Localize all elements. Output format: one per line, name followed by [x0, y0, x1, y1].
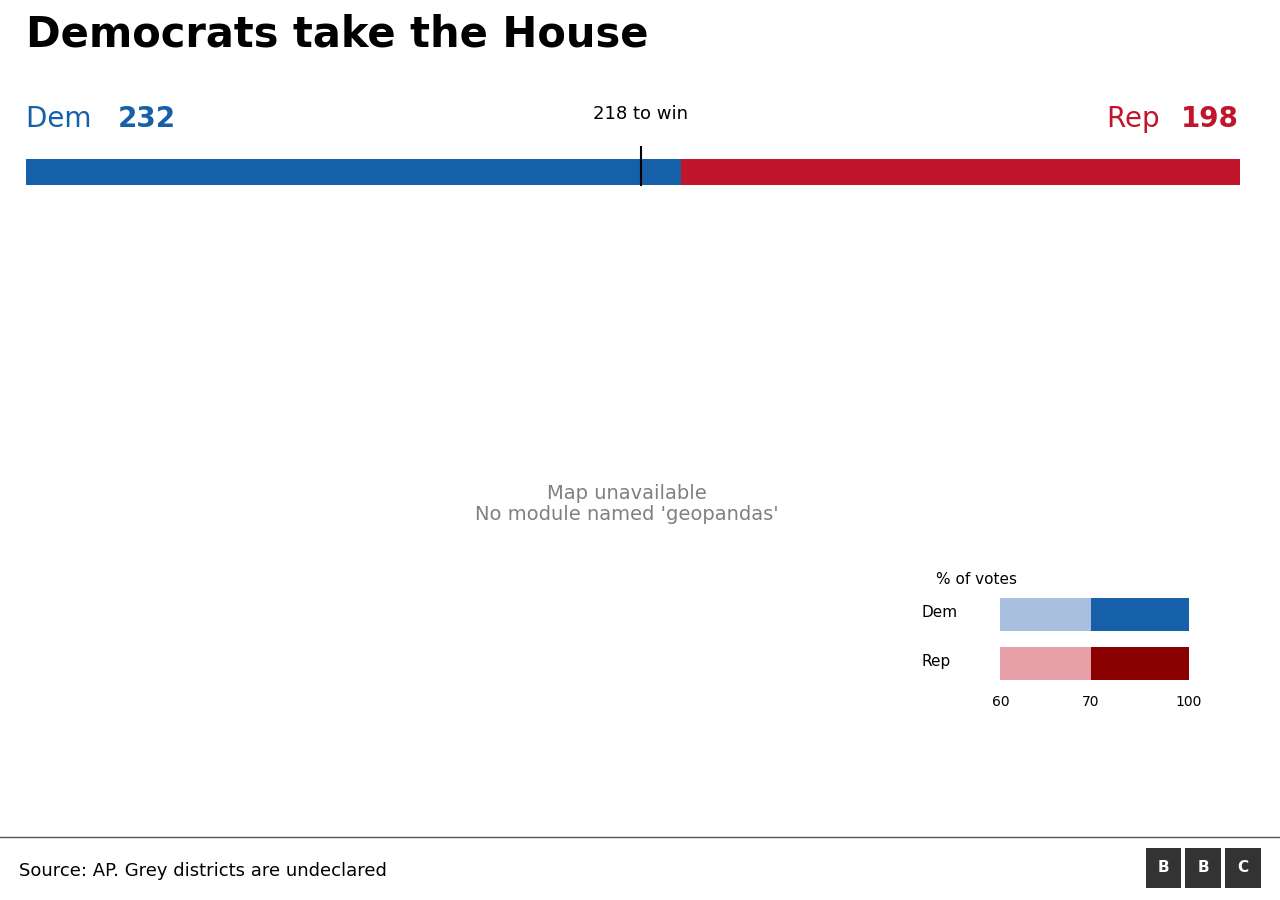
- Text: B: B: [1197, 860, 1210, 875]
- Text: Rep: Rep: [1107, 104, 1169, 132]
- Bar: [26, 159, 681, 184]
- Text: Dem: Dem: [922, 606, 957, 620]
- Text: C: C: [1238, 860, 1248, 875]
- Text: 60: 60: [992, 695, 1009, 708]
- Bar: [1001, 598, 1091, 631]
- Text: % of votes: % of votes: [936, 572, 1016, 587]
- Bar: [1001, 646, 1091, 680]
- FancyBboxPatch shape: [1146, 848, 1181, 887]
- Bar: [1091, 598, 1189, 631]
- FancyBboxPatch shape: [1185, 848, 1221, 887]
- Text: 218 to win: 218 to win: [593, 104, 687, 122]
- Text: Dem: Dem: [26, 104, 100, 132]
- Bar: [1091, 646, 1189, 680]
- Text: 70: 70: [1082, 695, 1100, 708]
- Text: Democrats take the House: Democrats take the House: [26, 14, 648, 56]
- Text: 198: 198: [1180, 104, 1239, 132]
- Text: Rep: Rep: [922, 654, 951, 670]
- Text: 100: 100: [1176, 695, 1202, 708]
- FancyBboxPatch shape: [1225, 848, 1261, 887]
- Text: 232: 232: [118, 104, 175, 132]
- Bar: [681, 159, 1240, 184]
- Text: Source: AP. Grey districts are undeclared: Source: AP. Grey districts are undeclare…: [19, 862, 387, 880]
- Text: Map unavailable
No module named 'geopandas': Map unavailable No module named 'geopand…: [475, 483, 780, 525]
- Text: B: B: [1157, 860, 1170, 875]
